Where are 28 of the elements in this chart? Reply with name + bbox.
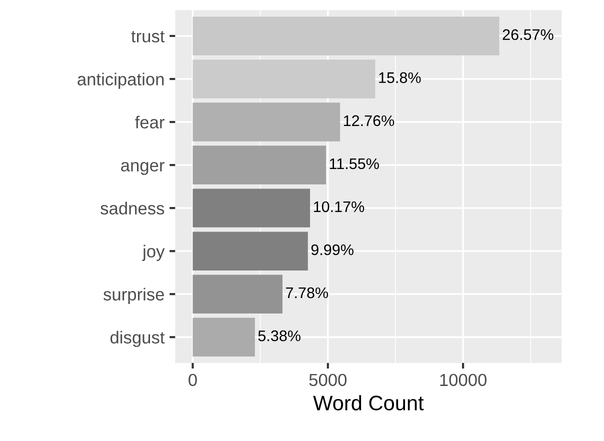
x-tick-label: 5000 <box>309 374 347 386</box>
x-axis-title: Word Count <box>313 395 424 410</box>
annotation: 12.76% <box>344 115 394 126</box>
y-tick-label: sadness <box>100 202 164 215</box>
bar <box>192 16 500 56</box>
annotation: 10.17% <box>314 201 364 212</box>
y-tick-label: trust <box>131 31 165 42</box>
x-tick-label: 0 <box>188 374 197 386</box>
bar <box>192 102 340 142</box>
annotation: 5.38% <box>258 330 300 342</box>
annotation: 7.78% <box>286 287 328 298</box>
bar <box>192 146 326 184</box>
bar <box>192 274 282 314</box>
y-tick-label: fear <box>135 116 164 128</box>
y-tick-label: joy <box>142 244 165 261</box>
bar <box>192 318 255 356</box>
x-tick-label: 10000 <box>440 374 487 386</box>
y-tick-label: anger <box>121 162 164 175</box>
annotation: 9.99% <box>311 244 354 256</box>
y-tick-label: disgust <box>110 330 165 348</box>
bar <box>192 60 376 98</box>
y-tick-label: surprise <box>103 288 164 304</box>
annotation: 15.8% <box>379 72 421 84</box>
annotation: 11.55% <box>330 158 379 170</box>
bar <box>192 232 308 270</box>
annotation: 26.57% <box>502 29 554 40</box>
y-tick-label: anticipation <box>78 72 164 89</box>
bar <box>192 188 310 228</box>
